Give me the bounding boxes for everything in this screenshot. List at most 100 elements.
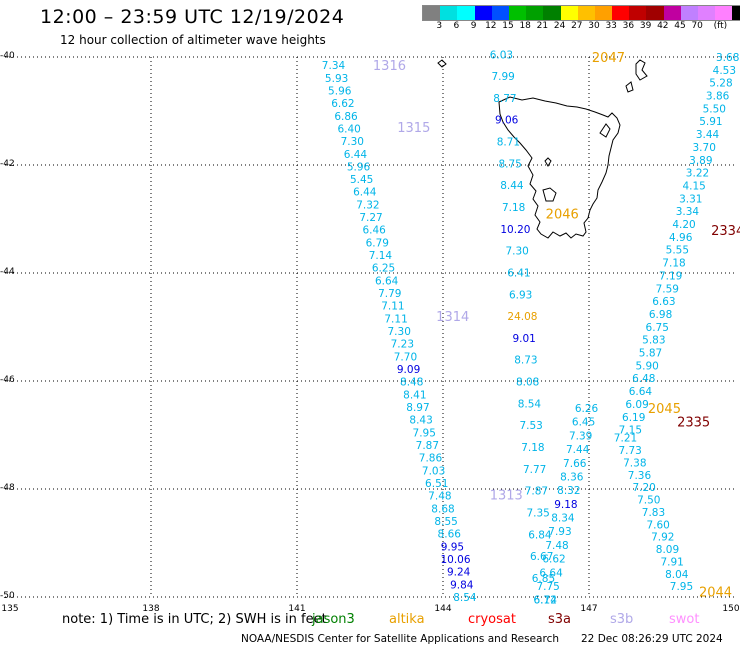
wave-height-value: 6.41 (507, 267, 530, 279)
color-scale-label: 45 (674, 21, 686, 31)
satellite-legend-s3b: s3b (610, 612, 634, 627)
color-scale-label: 39 (639, 21, 652, 31)
wave-height-value: 8.66 (438, 529, 462, 541)
wave-height-value: 24.08 (507, 311, 537, 323)
wave-height-value: 8.71 (497, 137, 520, 149)
wave-height-value: 9.24 (447, 567, 471, 579)
latitude-label: -46 (0, 375, 15, 385)
wave-height-value: 7.95 (413, 427, 436, 439)
color-swatch (543, 6, 561, 20)
wave-height-value: 9.84 (450, 579, 474, 591)
color-scale-bar (422, 5, 740, 21)
wave-height-value: 7.44 (566, 444, 590, 456)
wave-height-value: 7.99 (491, 71, 514, 83)
color-scale-label: 6 (453, 21, 460, 31)
wave-height-value: 8.73 (514, 355, 537, 367)
wave-height-value: 8.54 (518, 398, 542, 410)
longitude-label: 150 (722, 604, 740, 614)
wave-height-value: 10.06 (440, 554, 470, 566)
track-west: 7.345.935.966.626.866.407.306.445.965.45… (322, 60, 477, 604)
wave-height-value: 6.48 (632, 373, 655, 385)
wave-height-value: 6.44 (344, 149, 368, 161)
wave-height-value: 9.09 (397, 364, 420, 376)
color-scale-label: 21 (536, 21, 549, 31)
wave-height-value: 7.50 (637, 495, 660, 507)
wave-height-value: 7.73 (618, 445, 641, 457)
wave-height-value: 8.55 (434, 516, 457, 528)
wave-height-value: 8.08 (516, 377, 539, 389)
wave-height-value: 5.96 (347, 161, 371, 173)
wave-height-value: 7.93 (548, 526, 571, 538)
color-swatch (715, 6, 733, 20)
satellite-legend-s3a: s3a (548, 612, 572, 627)
wave-height-value: 8.32 (557, 485, 580, 497)
longitude-label: 138 (142, 604, 160, 614)
wave-height-value: 7.14 (369, 250, 393, 262)
wave-height-value: 7.34 (322, 60, 346, 72)
wave-height-value: 6.84 (528, 529, 552, 541)
wave-height-value: 7.35 (526, 507, 549, 519)
footer-timestamp: 22 Dec 08:26:29 UTC 2024 (581, 633, 723, 645)
wave-height-value: 7.20 (632, 482, 655, 494)
wave-height-value: 7.18 (521, 442, 544, 454)
wave-height-value: 6.64 (629, 386, 653, 398)
pass-number-label: 1314 (436, 310, 469, 325)
latitude-label: -44 (0, 267, 15, 277)
wave-height-value: 6.93 (509, 289, 532, 301)
wave-height-value: 7.87 (525, 486, 548, 498)
wave-height-value: 7.23 (391, 339, 414, 351)
color-scale-label: 30 (588, 21, 600, 31)
wave-height-value: 7.21 (614, 433, 637, 445)
wave-height-value: 6.26 (575, 403, 599, 415)
wave-height-value: 6.62 (542, 554, 565, 566)
wave-height-value: 5.83 (642, 335, 665, 347)
wave-height-value: 5.45 (350, 174, 373, 186)
longitude-label: 147 (580, 604, 598, 614)
wave-height-value: 3.86 (706, 91, 730, 103)
pass-number-label: 1315 (397, 121, 430, 136)
color-swatch (629, 6, 647, 20)
track-south: 6.26 6.457.39 7.44 7.668.36 8.32 9.18 8.347.93… (534, 403, 599, 607)
wave-height-value: 6.44 (353, 187, 377, 199)
wave-height-value: 3.89 (689, 155, 712, 167)
wave-height-value: 7.30 (388, 326, 411, 338)
tasmania-coastline (437, 59, 648, 239)
pass-number-label: 2044 (699, 586, 732, 601)
wave-height-value: 4.96 (669, 232, 693, 244)
color-scale-label: (ft) (713, 21, 728, 31)
color-scale-label: 9 (470, 21, 477, 31)
color-scale-label: 24 (553, 21, 566, 31)
wave-height-value: 6.63 (652, 296, 675, 308)
satellite-legend-jason3: jason3 (312, 612, 355, 627)
wave-height-value: 9.18 (554, 499, 577, 511)
wave-height-value: 5.55 (666, 245, 689, 257)
wave-height-value: 7.53 (519, 420, 542, 432)
wave-height-value: 10.20 (500, 224, 530, 236)
wave-height-value: 9.01 (512, 333, 535, 345)
longitude-label: 141 (288, 604, 306, 614)
color-scale-label: 36 (622, 21, 635, 31)
wave-height-value: 3.34 (676, 206, 700, 218)
wave-height-value: 6.85 (532, 573, 555, 585)
wave-height-value: 6.79 (366, 237, 389, 249)
color-swatch (457, 6, 475, 20)
wave-height-value: 4.15 (682, 180, 705, 192)
wave-height-value: 4.20 (672, 219, 695, 231)
wave-height-value: 7.36 (628, 470, 652, 482)
wave-height-value: 6.72 (534, 595, 557, 607)
wave-height-value: 8.75 (498, 158, 521, 170)
wave-height-value: 6.14 (534, 595, 558, 607)
wave-height-value: 8.54 (453, 592, 477, 604)
wave-height-value: 7.11 (381, 301, 404, 313)
pass-number-label: 2047 (592, 51, 625, 66)
color-swatch (698, 6, 716, 20)
color-scale-label: 3 (436, 21, 443, 31)
wave-height-value: 7.15 (619, 425, 642, 437)
wave-height-value: 7.60 (646, 519, 669, 531)
wave-height-value: 7.32 (356, 199, 379, 211)
color-swatch (423, 6, 441, 20)
wave-height-map: 7.345.935.966.626.866.407.306.445.965.45… (5, 49, 740, 607)
wave-height-value: 9.06 (495, 115, 519, 127)
wave-height-value: 8.97 (406, 402, 429, 414)
wave-height-value: 5.93 (325, 73, 348, 85)
